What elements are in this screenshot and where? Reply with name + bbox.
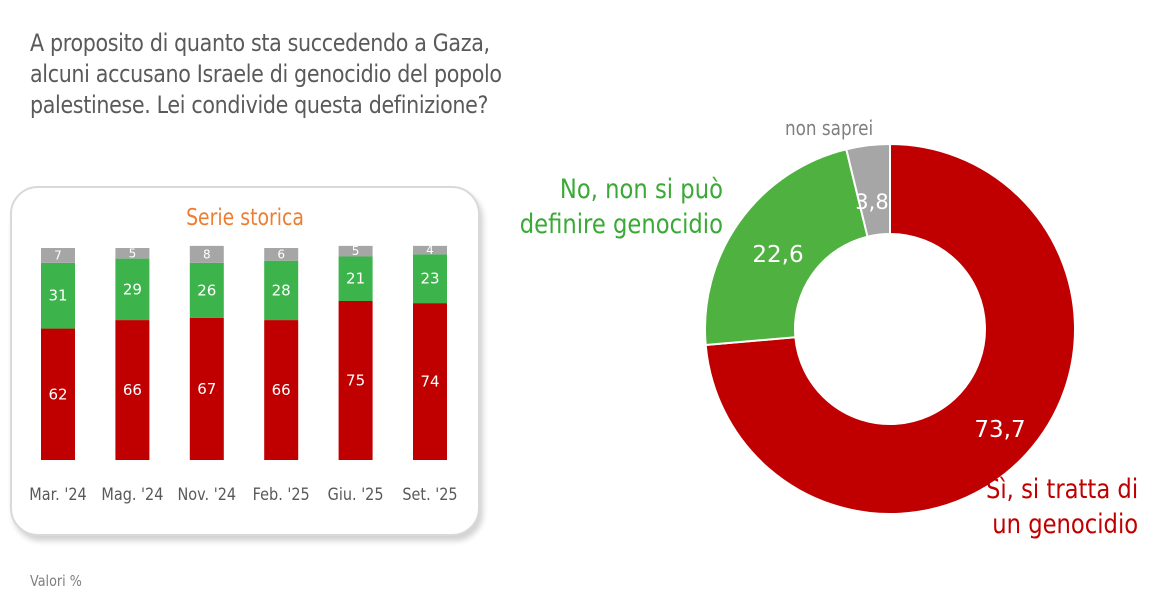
bar-category-label: Giu. '25 [328, 484, 384, 504]
bar-value-label: 31 [48, 287, 67, 305]
donut-label-yes: Sì, si tratta di un genocidio [986, 472, 1138, 542]
bar-value-label: 6 [277, 247, 285, 261]
bar-value-label: 23 [420, 270, 439, 288]
question-line-3: palestinese. Lei condivide questa defini… [30, 91, 489, 119]
donut-slice [704, 148, 869, 347]
bar-segment [338, 301, 373, 460]
bar-value-label: 4 [426, 243, 434, 257]
bar-value-label: 26 [197, 281, 216, 299]
donut-label-no-line-2: definire genocidio [519, 209, 723, 240]
bar-segment [413, 245, 447, 255]
donut-label-no: No, non si può definire genocidio [520, 172, 723, 242]
bar-category-label: Set. '25 [402, 484, 457, 504]
donut-label-dont-know: non saprei [785, 116, 874, 140]
bar-segment [41, 328, 75, 460]
bar-segment [115, 248, 150, 259]
donut-value-label: 22,6 [752, 242, 803, 268]
donut-label-no-line-1: No, non si può [559, 174, 723, 205]
bar-category-label: Nov. '24 [178, 484, 237, 504]
bar-value-label: 75 [346, 372, 365, 390]
bar-segment [189, 245, 224, 263]
question-line-2: alcuni accusano Israele di genocidio del… [30, 60, 502, 88]
footnote: Valori % [30, 572, 82, 590]
bar-segment [264, 320, 299, 460]
bar-segment [264, 260, 299, 321]
bar-segment [413, 303, 447, 460]
historical-series-title: Serie storica [186, 205, 304, 231]
bar-category-label: Mar. '24 [29, 484, 86, 504]
donut-label-yes-line-1: Sì, si tratta di [985, 474, 1138, 505]
donut-value-label: 3,8 [855, 190, 888, 214]
bar-value-label: 66 [123, 381, 142, 399]
bar-value-label: 28 [272, 281, 291, 299]
bar-value-label: 62 [48, 385, 67, 403]
historical-series-panel [10, 186, 480, 536]
bar-segment [189, 262, 224, 318]
bar-segment [189, 317, 224, 460]
bar-value-label: 66 [272, 381, 291, 399]
bar-value-label: 7 [54, 248, 62, 262]
bar-segment [264, 248, 299, 261]
bar-segment [41, 248, 75, 263]
donut-slice [704, 142, 1076, 515]
bar-category-label: Feb. '25 [253, 484, 310, 504]
bar-segment [338, 256, 373, 301]
bar-segment [115, 320, 150, 460]
donut-value-label: 73,7 [974, 417, 1025, 443]
bar-segment [338, 245, 373, 257]
question-line-1: A proposito di quanto sta succedendo a G… [30, 29, 490, 57]
question-text: A proposito di quanto sta succedendo a G… [30, 28, 502, 121]
bar-segment [41, 262, 75, 329]
bar-segment [115, 258, 150, 321]
bar-value-label: 8 [203, 247, 211, 261]
bar-value-label: 74 [420, 373, 439, 391]
donut-slice [845, 142, 891, 238]
bar-value-label: 21 [346, 270, 365, 288]
bar-value-label: 5 [129, 246, 137, 260]
bar-segment [413, 254, 447, 304]
bar-value-label: 5 [352, 244, 360, 258]
bar-value-label: 29 [123, 280, 142, 298]
bar-value-label: 67 [197, 380, 216, 398]
donut-label-yes-line-2: un genocidio [992, 509, 1138, 540]
bar-category-label: Mag. '24 [101, 484, 163, 504]
